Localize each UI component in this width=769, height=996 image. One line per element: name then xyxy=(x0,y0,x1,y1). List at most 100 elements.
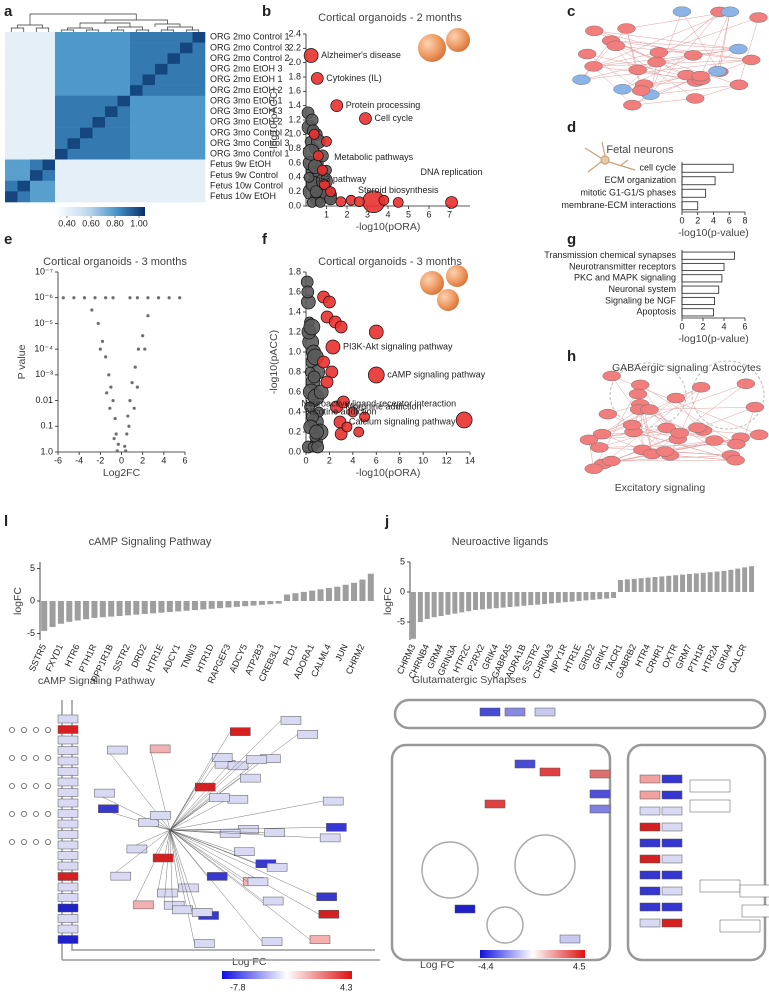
gene-box xyxy=(57,830,79,839)
network-node xyxy=(691,382,711,393)
heatmap-cell xyxy=(67,95,81,107)
x-tick-label: 3 xyxy=(365,209,370,219)
colorbar-tick-label: -4.4 xyxy=(478,961,494,971)
gene-box xyxy=(98,804,119,814)
bubble xyxy=(367,366,385,384)
network-node xyxy=(647,56,666,68)
heatmap-cell xyxy=(92,127,106,139)
network-edge xyxy=(622,61,657,90)
heatmap-cell xyxy=(80,180,93,192)
x-tick-label: 8 xyxy=(742,215,747,225)
bar xyxy=(638,578,644,592)
gene-box xyxy=(589,789,611,799)
bar xyxy=(693,573,699,592)
gene-box xyxy=(514,759,536,769)
heatmap-cell xyxy=(30,53,43,65)
y-tick-label: 0.8 xyxy=(288,366,301,376)
bubble xyxy=(313,384,329,400)
heatmap-cell xyxy=(92,159,106,171)
heatmap-cell xyxy=(55,138,68,150)
point-label: Steroid biosynthesis xyxy=(358,185,439,195)
x-tick-label: -4 xyxy=(75,455,83,465)
heatmap-cell xyxy=(117,117,131,128)
heatmap-cell xyxy=(17,148,31,160)
heatmap-cell xyxy=(42,42,56,54)
network-node xyxy=(631,379,650,391)
heatmap-cell xyxy=(192,180,206,192)
heatmap-cell xyxy=(5,148,18,160)
gene-box xyxy=(57,767,79,776)
bar xyxy=(292,593,299,601)
bar xyxy=(597,592,603,600)
bar xyxy=(493,592,499,609)
bar xyxy=(452,592,458,614)
bar xyxy=(66,601,73,622)
network-node xyxy=(655,446,675,457)
row-label: Fetus 10w EtOH xyxy=(210,191,276,201)
heatmap-cell xyxy=(17,74,31,86)
pathway-edge xyxy=(169,765,229,831)
y-axis-label: -log10(pACC) xyxy=(268,330,280,394)
gene-box xyxy=(57,872,79,881)
heatmap-cell xyxy=(67,170,81,182)
heatmap-cell xyxy=(42,148,56,160)
point xyxy=(116,442,120,446)
point xyxy=(111,296,115,300)
dendrogram xyxy=(10,27,25,32)
heatmap-cell xyxy=(5,117,18,128)
heatmap-cell xyxy=(42,74,56,86)
heatmap-cell xyxy=(180,138,193,150)
heatmap-cell xyxy=(42,53,56,65)
bar xyxy=(535,592,541,605)
heatmap-cell xyxy=(80,191,93,203)
pathway-edge xyxy=(169,829,321,839)
heatmap-cell xyxy=(5,138,18,150)
network-node xyxy=(628,388,648,400)
gene-box xyxy=(589,804,611,814)
x-tick-label: 0 xyxy=(303,455,308,465)
heatmap-cell xyxy=(17,127,31,139)
heatmap-cell xyxy=(30,159,43,171)
ligand xyxy=(9,727,15,733)
point xyxy=(136,347,141,351)
pathway-edge xyxy=(110,829,171,877)
gene-box xyxy=(57,756,79,766)
point xyxy=(107,373,111,377)
gene-box xyxy=(57,882,79,892)
heatmap-cell xyxy=(55,63,68,75)
gene-box xyxy=(57,851,79,860)
heatmap-cell xyxy=(142,32,156,43)
gene-box xyxy=(479,707,501,717)
ligand xyxy=(45,755,51,761)
y-tick-label: 0.0 xyxy=(288,446,301,456)
group-outline xyxy=(609,362,687,428)
organoid-icon xyxy=(437,289,459,311)
bar xyxy=(91,601,98,618)
row-label: ORG 2mo Control 3 xyxy=(210,42,290,52)
gene-box xyxy=(589,769,611,779)
category-label: Transmission chemical synapses xyxy=(544,250,676,260)
bar xyxy=(133,601,140,615)
heatmap-cell xyxy=(92,95,106,107)
colorbar-label: Log FC xyxy=(232,956,267,968)
network-node xyxy=(602,455,621,467)
pathway-title: Glutamatergic Synapses xyxy=(412,674,526,686)
bar xyxy=(438,592,444,616)
ligand xyxy=(21,727,27,733)
ligand xyxy=(45,811,51,817)
bar xyxy=(611,592,617,598)
gene-box xyxy=(318,909,340,919)
pathway-edge xyxy=(133,829,171,905)
heatmap-cell xyxy=(17,106,31,118)
heatmap-cell xyxy=(92,180,106,192)
gene-box xyxy=(133,900,154,910)
x-tick-label: 4 xyxy=(721,321,726,331)
network-edge xyxy=(581,61,657,81)
network-edge xyxy=(632,98,696,106)
bar xyxy=(521,592,527,606)
heatmap-cell xyxy=(180,180,193,192)
network-edge xyxy=(599,427,667,448)
y-tick-label: 0.2 xyxy=(288,186,301,196)
heatmap-cell xyxy=(167,127,181,139)
heatmap-cell xyxy=(167,180,181,192)
